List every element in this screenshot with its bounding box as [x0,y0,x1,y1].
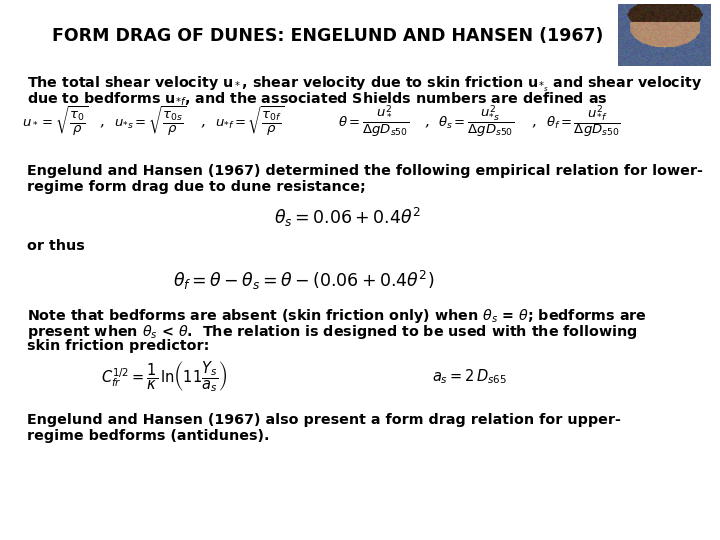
Text: $\theta_s = \dfrac{u_{*s}^2}{\Delta g D_{s50}}$: $\theta_s = \dfrac{u_{*s}^2}{\Delta g D_… [438,103,514,140]
Text: ,: , [99,114,104,129]
Text: ,: , [425,114,430,129]
Text: $a_s = 2\,D_{s65}$: $a_s = 2\,D_{s65}$ [432,368,507,386]
Text: $u_* = \sqrt{\dfrac{\tau_0}{\rho}}$: $u_* = \sqrt{\dfrac{\tau_0}{\rho}}$ [22,105,89,138]
Text: $\theta_f = \dfrac{u_{*f}^2}{\Delta g D_{s50}}$: $\theta_f = \dfrac{u_{*f}^2}{\Delta g D_… [546,103,621,140]
Text: or thus: or thus [27,239,85,253]
Text: $C_{fr}^{1/2} = \dfrac{1}{\kappa}\,\ln\!\left(11\dfrac{Y_s}{a_s}\right)$: $C_{fr}^{1/2} = \dfrac{1}{\kappa}\,\ln\!… [101,360,227,394]
Text: ,: , [531,114,536,129]
Text: $\theta_f = \theta - \theta_s = \theta - \left(0.06 + 0.4\theta^2\right)$: $\theta_f = \theta - \theta_s = \theta -… [173,269,434,292]
Text: $\theta = \dfrac{u_*^2}{\Delta g D_{s50}}$: $\theta = \dfrac{u_*^2}{\Delta g D_{s50}… [338,103,410,140]
Text: Engelund and Hansen (1967) determined the following empirical relation for lower: Engelund and Hansen (1967) determined th… [27,164,703,178]
Text: skin friction predictor:: skin friction predictor: [27,339,210,353]
Text: Note that bedforms are absent (skin friction only) when $\theta_s$ = $\theta$; b: Note that bedforms are absent (skin fric… [27,307,647,325]
Text: $u_{*s} = \sqrt{\dfrac{\tau_{0s}}{\rho}}$: $u_{*s} = \sqrt{\dfrac{\tau_{0s}}{\rho}}… [114,105,186,138]
Text: Engelund and Hansen (1967) also present a form drag relation for upper-: Engelund and Hansen (1967) also present … [27,413,621,427]
Text: FORM DRAG OF DUNES: ENGELUND AND HANSEN (1967): FORM DRAG OF DUNES: ENGELUND AND HANSEN … [52,27,603,45]
Text: ,: , [200,114,205,129]
Text: present when $\theta_s$ < $\theta$.  The relation is designed to be used with th: present when $\theta_s$ < $\theta$. The … [27,323,638,341]
Text: regime form drag due to dune resistance;: regime form drag due to dune resistance; [27,180,366,194]
Text: $u_{*f} = \sqrt{\dfrac{\tau_{0f}}{\rho}}$: $u_{*f} = \sqrt{\dfrac{\tau_{0f}}{\rho}}… [215,105,284,138]
Text: due to bedforms u$_{*f}$, and the associated Shields numbers are defined as: due to bedforms u$_{*f}$, and the associ… [27,91,608,108]
Text: The total shear velocity u$_*$, shear velocity due to skin friction u$_{*_s}$ an: The total shear velocity u$_*$, shear ve… [27,75,702,93]
Text: $\theta_s = 0.06 + 0.4\theta^2$: $\theta_s = 0.06 + 0.4\theta^2$ [274,206,420,230]
Text: regime bedforms (antidunes).: regime bedforms (antidunes). [27,429,270,443]
